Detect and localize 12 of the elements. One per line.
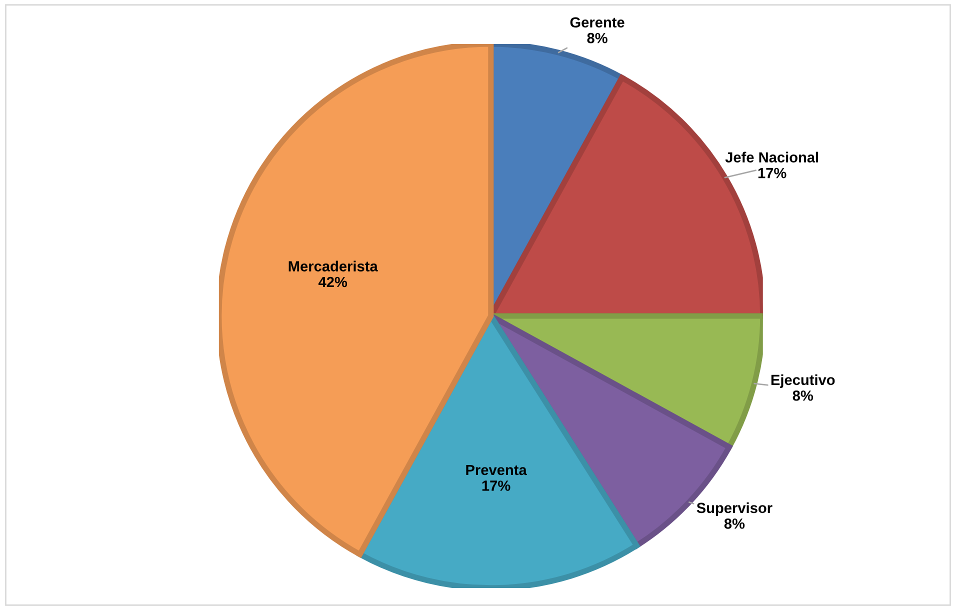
slice-label: Mercaderista <box>288 260 378 272</box>
slice-label: Jefe Nacional <box>725 152 818 163</box>
slice-label: Gerente <box>570 17 624 28</box>
data-label: 17% <box>482 480 510 491</box>
slice-label: Supervisor <box>696 502 772 516</box>
data-label: 8% <box>724 518 745 529</box>
data-label: 17% <box>758 168 786 178</box>
data-label: 8% <box>792 390 814 401</box>
data-label: 8% <box>587 32 608 44</box>
slice-label: Preventa <box>466 464 527 476</box>
slice-label: Ejecutivo <box>771 374 835 388</box>
data-label: 42% <box>318 276 348 288</box>
